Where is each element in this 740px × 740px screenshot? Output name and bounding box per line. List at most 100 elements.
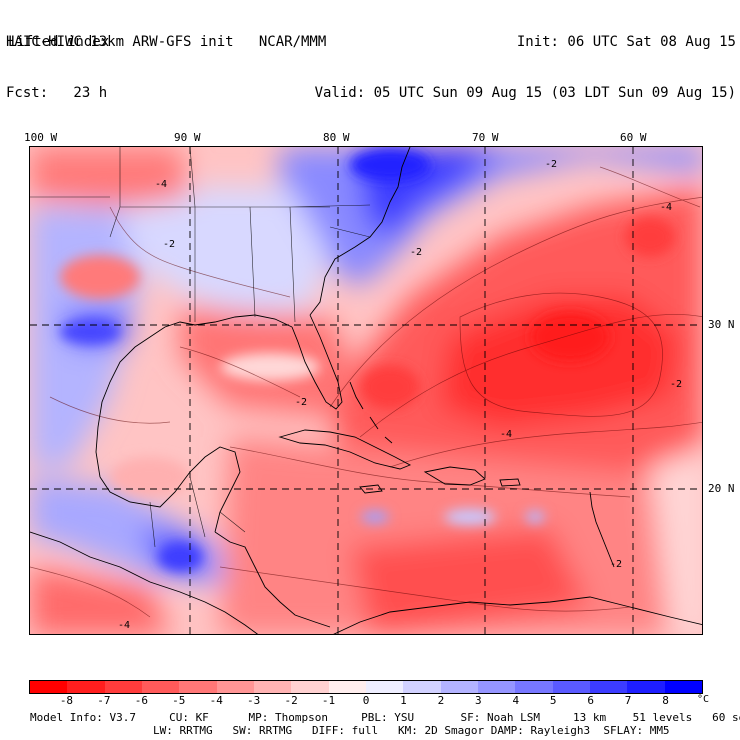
valid-time: Valid: 05 UTC Sun 09 Aug 15 (03 LDT Sun … (314, 85, 736, 101)
model-info-line2: LW: RRTMG SW: RRTMG DIFF: full KM: 2D Sm… (153, 724, 670, 737)
colorbar-segment (403, 681, 441, 693)
colorbar-tick-label: 7 (624, 694, 632, 707)
contour-label-1: -4 (155, 179, 167, 190)
colorbar-tick-label: -7 (97, 694, 111, 707)
colorbar-tick-label: -1 (321, 694, 336, 707)
contour-line-7 (30, 566, 151, 618)
colorbar-tick-label: 0 (362, 694, 370, 707)
field-spot-5 (60, 320, 120, 344)
field-spot-9 (361, 511, 389, 523)
contour-label-8: -2 (410, 247, 422, 258)
field-spot-12 (110, 457, 190, 497)
contour-label-4: -2 (670, 379, 682, 390)
colorbar-tick-label: 3 (475, 694, 482, 707)
bahamas (349, 381, 393, 444)
contour-label-3: -2 (545, 159, 557, 170)
colorbar-tick-label: 6 (587, 694, 594, 707)
colorbar-segment (664, 681, 702, 693)
colorbar-segment (552, 681, 590, 693)
colorbar-segment (253, 681, 292, 693)
field-spot-2 (360, 365, 420, 409)
field-spot-3 (625, 217, 675, 257)
florida-peninsula (291, 314, 343, 410)
colorbar (29, 680, 703, 694)
field-blob-negative-northwest (30, 147, 190, 207)
lon-label-70w: 70 W (472, 131, 499, 144)
colorbar-tick-label: -3 (247, 694, 261, 707)
lat-label-20n: 20 N (708, 482, 735, 495)
contour-line-8 (109, 206, 291, 298)
field-spot-8 (444, 509, 496, 525)
colorbar-segment (104, 681, 142, 693)
field-blob-interior-us (110, 187, 330, 317)
lon-label-60w: 60 W (620, 131, 647, 144)
init-time: Init: 06 UTC Sat 08 Aug 15 (516, 34, 736, 50)
lesser-antilles (589, 491, 615, 568)
field-blob-weak-east (650, 447, 702, 634)
colorbar-unit: °C (697, 694, 710, 705)
field-spot-1 (530, 312, 610, 362)
colorbar-segment (30, 681, 68, 693)
colorbar-segment (216, 681, 254, 693)
colorbar-segment (440, 681, 478, 693)
colorbar-segment (291, 681, 329, 693)
colorbar-segment (515, 681, 553, 693)
field-spot-4 (60, 255, 140, 299)
colorbar-tick-label: 1 (400, 694, 407, 707)
contour-line-10 (599, 166, 701, 208)
lon-label-100w: 100 W (24, 131, 58, 144)
colorbar-segment (141, 681, 180, 693)
contour-label-5: -4 (660, 202, 672, 213)
colorbar-tick-label: -4 (209, 694, 223, 707)
colorbar-segment (328, 681, 366, 693)
model-info-line1: Model Info: V3.7 CU: KF MP: Thompson PBL… (30, 711, 740, 724)
field-blob-negative-pacific (30, 567, 170, 634)
contour-line-11 (49, 396, 171, 424)
colorbar-segment (365, 681, 404, 693)
puerto-rico (499, 478, 521, 487)
contour-label-10: -2 (610, 559, 622, 570)
contour-line-3 (389, 421, 702, 468)
state-borders (30, 147, 371, 548)
contour-label-6: -2 (295, 397, 307, 408)
colorbar-tick-label: 8 (662, 694, 669, 707)
mexico-yucatan-coast (99, 446, 241, 533)
hispaniola (423, 466, 486, 486)
colorbar-tick-label: 4 (512, 694, 520, 707)
colorbar-segment (589, 681, 628, 693)
colorbar-segment (627, 681, 665, 693)
header-left: HAIC-HIWC 13km ARW-GFS init NCAR/MMM Fcs… (6, 0, 326, 119)
contour-value-labels: -4 -2 -2 -2 -4 -2 -4 -2 -4 -2 (118, 159, 682, 631)
border-1 (30, 147, 371, 323)
field-blob-negative-caribbean (220, 437, 702, 634)
contour-line-2 (359, 314, 702, 438)
colorbar-segment (179, 681, 217, 693)
colorbar-tick-label: -2 (284, 694, 298, 707)
central-america-pacific-coast (30, 531, 259, 634)
colorbar-segment (477, 681, 516, 693)
field-name: Lifted index (8, 34, 110, 50)
contour-label-9: -4 (500, 429, 512, 440)
colorbar-tick-label: 5 (549, 694, 557, 707)
border-2 (149, 476, 246, 548)
forecast-hour: Fcst: 23 h (6, 85, 108, 101)
field-blob-strong-negative-caribbean (350, 527, 590, 634)
model-title: HAIC-HIWC 13km ARW-GFS init NCAR/MMM (6, 34, 327, 50)
lat-label-30n: 30 N (708, 318, 735, 331)
central-america-coast (214, 531, 331, 628)
cuba (278, 429, 412, 470)
field-spot-6 (158, 543, 202, 571)
gulf-coast (95, 314, 293, 478)
colorbar-segment (67, 681, 105, 693)
coastlines (30, 147, 702, 634)
header-right: Init: 06 UTC Sat 08 Aug 15 Valid: 05 UTC… (315, 0, 736, 119)
south-america-coast (333, 596, 702, 634)
field-spot-11 (220, 353, 320, 381)
contour-line-5 (229, 446, 631, 498)
field-spot-10 (525, 511, 545, 523)
contour-label-2: -2 (163, 239, 175, 250)
lifted-index-map: -4 -2 -2 -2 -4 -2 -4 -2 -4 -2 (29, 146, 703, 635)
contour-line-4 (459, 292, 663, 417)
contour-line-6 (219, 566, 631, 612)
field-blob-strong-negative-atlantic (440, 297, 680, 427)
